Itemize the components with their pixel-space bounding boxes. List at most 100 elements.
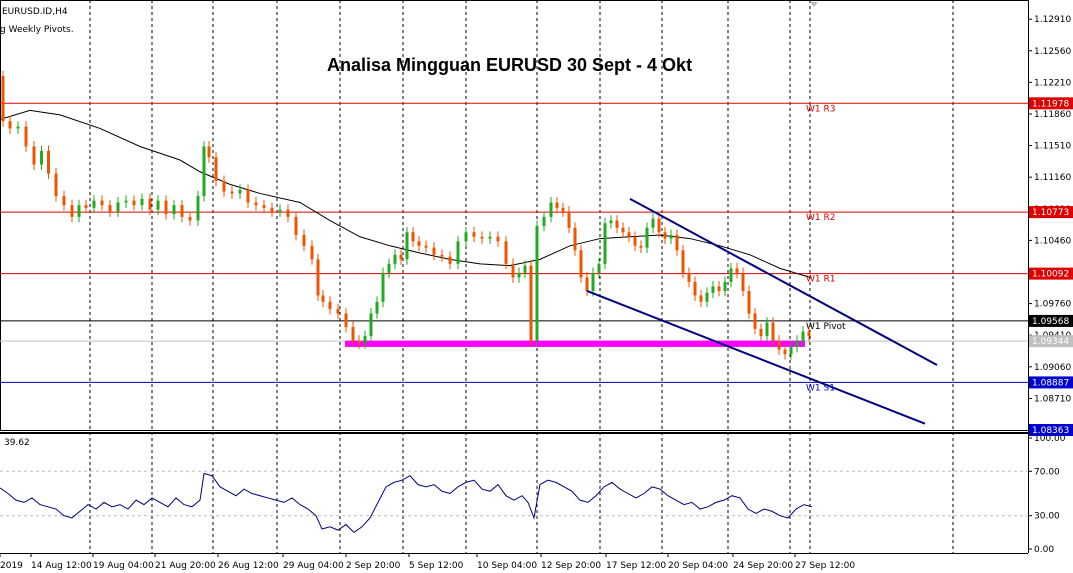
candle-body xyxy=(579,250,583,278)
candle-body xyxy=(172,205,176,215)
bid-price-text: 1.09344 xyxy=(1032,337,1069,347)
candle-body xyxy=(405,232,409,260)
candle-body xyxy=(411,232,415,242)
candle-body xyxy=(591,272,595,291)
candle-body xyxy=(262,205,266,208)
candle-body xyxy=(759,328,763,337)
y-tick-label: 1.09060 xyxy=(1034,363,1071,373)
pivot-label: W1 R1 xyxy=(806,275,835,285)
candle-body xyxy=(148,198,152,210)
candle-body xyxy=(480,236,484,239)
candle-body xyxy=(789,346,793,355)
candle-body xyxy=(765,322,769,337)
candle-body xyxy=(156,200,160,210)
candle-body xyxy=(693,281,697,296)
pivot-price-tag xyxy=(1029,267,1073,280)
x-tick-label: 2 Sep 20:00 xyxy=(346,561,401,571)
bottom-price-text: 1.08363 xyxy=(1032,426,1069,436)
y-tick-label: 1.12560 xyxy=(1034,47,1071,57)
candle-body xyxy=(723,281,727,291)
candle-body xyxy=(511,263,515,278)
candle-body xyxy=(140,198,144,206)
pivot-price-text: 1.08887 xyxy=(1032,378,1069,388)
channel-lower-line xyxy=(586,290,926,425)
candle-body xyxy=(54,173,58,197)
candle-body xyxy=(1,76,5,122)
x-tick-label: 20 Sep 04:00 xyxy=(668,561,728,571)
candle-body xyxy=(278,209,282,212)
x-tick-label: 2019 xyxy=(0,561,23,571)
candle-body xyxy=(603,223,607,264)
x-tick-label: 5 Sep 12:00 xyxy=(409,561,464,571)
candle-body xyxy=(681,250,685,273)
candle-body xyxy=(517,272,521,278)
candle-body xyxy=(214,157,218,181)
candle-body xyxy=(321,295,325,302)
candle-body xyxy=(542,216,546,226)
candle-body xyxy=(529,265,533,341)
candle-body xyxy=(351,327,355,341)
candle-body xyxy=(633,236,637,246)
pivot-price-text: 1.09568 xyxy=(1032,317,1069,327)
candle-body xyxy=(92,200,96,208)
rsi-line xyxy=(0,472,813,533)
candle-body xyxy=(627,232,631,237)
candle-body xyxy=(196,196,200,221)
candle-body xyxy=(747,290,751,314)
candle-body xyxy=(399,254,403,260)
x-tick-label: 10 Sep 04:00 xyxy=(477,561,537,571)
price-panel: W1 R3 W1 R2 W1 R1 W1 Pivot W1 S1 xyxy=(0,70,1028,425)
candle-body xyxy=(777,340,781,350)
candle-body xyxy=(687,272,691,282)
y-tick-label: 1.08710 xyxy=(1034,394,1071,404)
candle-body xyxy=(286,209,290,217)
pivot-price-tag xyxy=(1029,314,1073,327)
candle-body xyxy=(523,265,527,273)
candle-body xyxy=(440,254,444,257)
pivot-price-tag xyxy=(1029,206,1073,219)
candle-body xyxy=(47,150,50,174)
y-tick-label: 1.09760 xyxy=(1034,300,1071,310)
candle-body xyxy=(100,200,104,206)
candle-body xyxy=(675,234,679,251)
bottom-price-tag xyxy=(1029,424,1073,436)
candle-body xyxy=(488,236,492,239)
candle-body xyxy=(783,349,787,355)
candle-body xyxy=(363,336,367,344)
candle-body xyxy=(657,218,661,233)
moving-average-line xyxy=(0,109,811,278)
candle-body xyxy=(717,286,721,291)
bid-price-tag xyxy=(1029,335,1073,348)
x-tick-label: 26 Aug 12:00 xyxy=(218,561,279,571)
candle-body xyxy=(238,189,242,194)
y-tick-label: 1.11160 xyxy=(1034,173,1071,183)
candle-body xyxy=(615,220,619,228)
candle-body xyxy=(302,234,306,246)
pivot-price-text: 1.10773 xyxy=(1032,208,1069,218)
candle-body xyxy=(567,211,571,228)
candle-body xyxy=(132,200,136,206)
candle-body xyxy=(77,205,81,217)
x-tick-label: 12 Sep 20:00 xyxy=(541,561,601,571)
pivot-price-text: 1.11978 xyxy=(1032,99,1069,109)
candle-body xyxy=(432,247,436,255)
time-axis: 2019 14 Aug 12:00 19 Aug 04:00 21 Aug 20:00… xyxy=(0,553,855,571)
pivot-price-text: 1.10092 xyxy=(1032,270,1069,280)
candle-body xyxy=(535,225,539,341)
candle-body xyxy=(8,121,12,129)
candle-body xyxy=(108,205,112,212)
candle-body xyxy=(375,301,379,314)
candle-body xyxy=(669,234,673,239)
y-tick-label: 1.11860 xyxy=(1034,110,1071,120)
candle-body xyxy=(294,216,298,235)
candle-body xyxy=(504,241,508,264)
pivot-price-tag xyxy=(1029,376,1073,389)
chart-title: Analisa Mingguan EURUSD 30 Sept - 4 Okt xyxy=(327,55,692,75)
x-tick-label: 27 Sep 12:00 xyxy=(795,561,855,571)
candle-body xyxy=(424,245,428,248)
candle-body xyxy=(310,245,314,260)
candle-body xyxy=(393,254,397,264)
candle-body xyxy=(651,218,655,228)
candle-body xyxy=(369,313,373,337)
candle-body xyxy=(753,313,757,329)
